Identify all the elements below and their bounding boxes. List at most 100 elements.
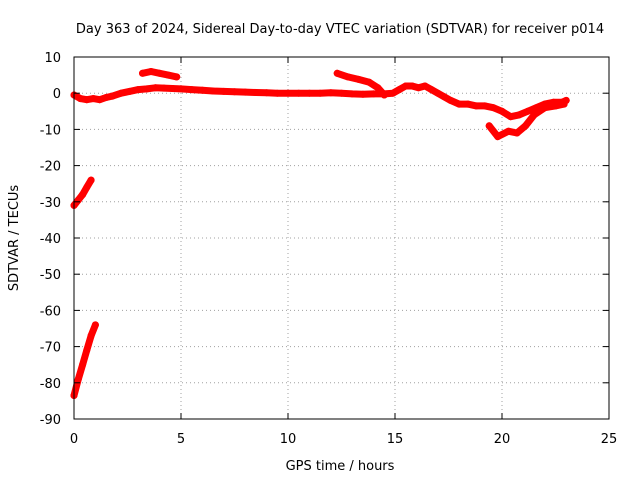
data-point <box>447 96 455 104</box>
tick-layer: 0 5 10 15 20 25 10 0 -10 -20 -30 -40 -50 -60 -70 -80 -90 <box>40 51 618 447</box>
data-point <box>177 85 185 93</box>
y-tick-label: -50 <box>40 268 61 283</box>
data-point <box>231 88 238 96</box>
data-point <box>96 96 104 104</box>
x-tick-label: 0 <box>70 432 78 447</box>
data-point <box>273 89 281 97</box>
data-point <box>79 361 87 369</box>
x-tick-label: 10 <box>280 432 297 447</box>
data-point <box>327 89 335 97</box>
data-point <box>494 133 502 141</box>
y-tick-label: -90 <box>40 413 61 428</box>
data-point <box>415 84 422 92</box>
data-point <box>455 100 463 108</box>
data-point <box>220 87 228 95</box>
data-point <box>333 69 341 77</box>
data-point <box>389 89 397 97</box>
y-tick-label: -40 <box>40 232 61 247</box>
data-point <box>156 69 164 77</box>
y-tick-label: -80 <box>40 377 61 392</box>
data-point <box>252 89 260 96</box>
data-point <box>395 86 403 94</box>
data-point <box>344 73 352 81</box>
data-point <box>374 84 382 92</box>
data-point <box>485 122 493 130</box>
data-point <box>147 68 155 75</box>
data-point <box>89 95 97 103</box>
grid-layer <box>74 57 609 419</box>
data-point <box>83 96 91 104</box>
y-tick-label: -60 <box>40 304 61 319</box>
data-point <box>241 88 249 96</box>
data-point <box>513 129 521 137</box>
data-point <box>507 113 515 121</box>
data-point <box>87 176 95 184</box>
y-tick-label: 10 <box>44 51 61 66</box>
data-point <box>434 89 442 97</box>
data-point <box>504 127 512 135</box>
y-tick-label: -30 <box>40 196 61 211</box>
x-axis-label: GPS time / hours <box>286 459 395 474</box>
data-point <box>126 87 134 95</box>
data-point <box>524 107 532 115</box>
data-point <box>464 100 472 108</box>
chart-title: Day 363 of 2024, Sidereal Day-to-day VTE… <box>76 22 604 37</box>
data-point <box>109 92 116 100</box>
x-tick-label: 25 <box>601 432 618 447</box>
data-point <box>408 82 416 90</box>
data-point <box>263 89 271 97</box>
data-point <box>160 84 168 92</box>
data-point <box>355 75 363 83</box>
data-point <box>498 107 506 115</box>
data-point <box>91 321 99 329</box>
series-main-trace <box>70 82 570 121</box>
x-tick-label: 20 <box>494 432 511 447</box>
data-point <box>427 86 435 94</box>
data-point <box>76 95 84 103</box>
data-point <box>316 89 324 97</box>
data-point <box>552 102 559 110</box>
data-point <box>188 86 196 94</box>
series-layer <box>70 68 570 399</box>
data-point <box>173 73 181 81</box>
data-point <box>102 94 110 101</box>
y-axis-label: SDTVAR / TECUs <box>7 185 22 292</box>
data-point <box>151 84 159 92</box>
data-point <box>164 71 172 79</box>
data-point <box>481 102 489 110</box>
data-point <box>168 85 176 92</box>
data-point <box>284 89 292 97</box>
data-point <box>143 85 151 93</box>
y-tick-label: 0 <box>53 87 61 102</box>
data-point <box>83 183 91 191</box>
data-point <box>87 332 95 340</box>
data-point <box>515 111 523 119</box>
data-point <box>472 102 480 110</box>
data-point <box>489 104 497 112</box>
data-point <box>541 104 549 112</box>
x-tick-label: 15 <box>387 432 404 447</box>
data-point <box>421 82 429 90</box>
data-point <box>295 89 303 97</box>
data-point <box>117 89 125 97</box>
x-tick-label: 5 <box>177 432 185 447</box>
data-point <box>370 90 378 98</box>
data-point <box>74 375 82 383</box>
data-point <box>305 89 313 97</box>
data-point <box>134 86 142 94</box>
data-point <box>402 82 410 90</box>
data-point <box>530 111 538 119</box>
data-point <box>522 122 529 130</box>
y-tick-label: -70 <box>40 341 61 356</box>
data-point <box>338 89 345 97</box>
y-tick-label: -20 <box>40 160 61 175</box>
data-point <box>198 86 206 94</box>
data-point <box>209 87 217 95</box>
data-point <box>348 90 356 98</box>
data-point <box>440 93 448 101</box>
data-point <box>359 90 367 98</box>
data-point <box>560 100 568 108</box>
data-point <box>83 346 91 354</box>
data-point <box>139 69 146 77</box>
